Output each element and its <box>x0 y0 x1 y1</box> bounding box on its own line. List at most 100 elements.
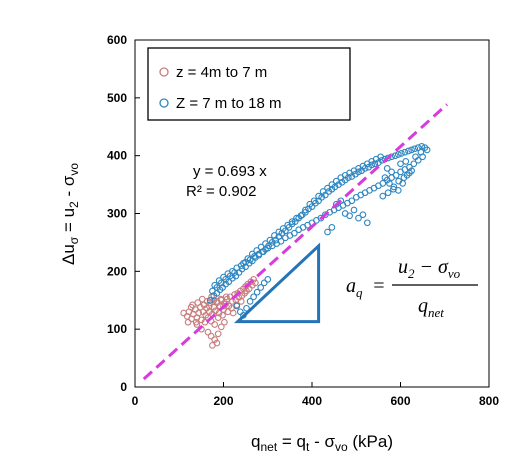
point-z-7-18 <box>321 211 329 219</box>
x-tick-label: 800 <box>479 394 499 408</box>
point-z-4-7 <box>221 318 228 326</box>
x-tick-label: 200 <box>213 394 233 408</box>
slope-triangle <box>233 242 321 324</box>
point-z-7-18 <box>243 304 250 312</box>
x-tick-label: 0 <box>132 394 139 408</box>
point-z-7-18 <box>306 200 314 208</box>
y-tick-label: 400 <box>107 149 127 163</box>
point-z-4-7 <box>213 299 221 306</box>
point-z-7-18 <box>400 174 408 181</box>
point-z-7-18 <box>397 160 404 168</box>
formula-den: q <box>418 295 428 317</box>
formula-aq: aq = u2 − σvo qnet <box>346 256 478 320</box>
point-z-7-18 <box>411 145 419 153</box>
point-z-7-18 <box>260 279 268 287</box>
point-z-7-18 <box>288 218 296 225</box>
svg-text:u2 − σvo: u2 − σvo <box>398 256 461 281</box>
point-z-7-18 <box>275 228 283 236</box>
point-z-7-18 <box>359 211 367 219</box>
point-z-7-18 <box>401 148 409 156</box>
legend-label-z-7-18: Z = 7 m to 18 m <box>176 95 281 112</box>
y-tick-label: 600 <box>107 33 127 47</box>
point-z-4-7 <box>229 309 237 317</box>
point-z-7-18 <box>406 169 413 177</box>
point-z-7-18 <box>377 153 384 161</box>
point-z-7-18 <box>279 225 287 232</box>
point-z-7-18 <box>257 243 265 251</box>
data-marks <box>142 103 449 381</box>
formula-num: u <box>398 256 408 278</box>
x-tick-label: 600 <box>390 394 410 408</box>
point-z-4-7 <box>203 298 211 305</box>
point-z-7-18 <box>384 154 392 162</box>
point-z-7-18 <box>297 212 305 220</box>
legend-marker-z-4-7 <box>159 67 169 77</box>
point-z-7-18 <box>233 302 241 310</box>
point-z-7-18 <box>246 298 254 305</box>
point-z-7-18 <box>240 259 247 267</box>
legend-label-z-4-7: z = 4m to 7 m <box>176 64 267 81</box>
y-axis-title: Δuσ = u2 - σvo <box>59 163 81 265</box>
point-z-7-18 <box>405 147 412 155</box>
point-z-7-18 <box>394 151 402 158</box>
x-axis-title: qnet = qt - σvo (kPa) <box>251 432 393 454</box>
point-z-7-18 <box>253 247 261 254</box>
point-z-7-18 <box>391 152 399 160</box>
x-tick-label: 400 <box>302 394 322 408</box>
point-z-7-18 <box>397 168 404 176</box>
point-z-7-18 <box>226 272 234 280</box>
point-z-4-7 <box>217 295 225 303</box>
point-z-7-18 <box>346 212 353 220</box>
point-z-4-7 <box>184 318 192 326</box>
point-z-7-18 <box>332 200 340 208</box>
point-z-4-7 <box>210 303 218 311</box>
point-z-7-18 <box>284 221 292 229</box>
y-tick-label: 0 <box>120 380 127 394</box>
y-tick-label: 500 <box>107 91 127 105</box>
point-z-7-18 <box>368 161 376 169</box>
point-z-7-18 <box>244 255 252 262</box>
y-tick-label: 200 <box>107 264 127 278</box>
point-z-7-18 <box>388 168 395 176</box>
point-z-7-18 <box>209 287 216 295</box>
point-z-7-18 <box>381 174 389 181</box>
point-z-4-7 <box>252 279 259 287</box>
point-z-7-18 <box>231 269 238 276</box>
point-z-7-18 <box>213 284 221 291</box>
point-z-4-7 <box>211 321 219 328</box>
point-z-7-18 <box>262 240 269 247</box>
point-z-7-18 <box>383 165 391 172</box>
point-z-7-18 <box>324 228 331 236</box>
point-z-7-18 <box>350 206 358 214</box>
point-z-7-18 <box>423 146 431 154</box>
point-z-7-18 <box>295 226 303 234</box>
point-z-7-18 <box>282 234 289 242</box>
point-z-7-18 <box>379 192 387 200</box>
point-z-7-18 <box>302 206 309 214</box>
point-z-4-7 <box>209 342 216 349</box>
point-z-7-18 <box>271 232 278 239</box>
point-z-7-18 <box>253 288 261 296</box>
point-z-7-18 <box>217 279 225 287</box>
svg-text:aq: aq <box>346 275 363 300</box>
point-z-4-7 <box>187 303 195 311</box>
formula-lhs-sub: q <box>356 285 363 300</box>
point-z-7-18 <box>328 224 336 231</box>
point-z-7-18 <box>337 197 345 205</box>
point-z-7-18 <box>386 180 393 187</box>
trendline <box>142 103 449 381</box>
legend-marker-z-7-18 <box>159 98 169 108</box>
point-z-7-18 <box>355 214 362 222</box>
point-z-7-18 <box>412 153 419 161</box>
formula-num-sub: 2 <box>408 266 415 281</box>
point-z-7-18 <box>363 219 371 227</box>
point-z-7-18 <box>250 293 257 301</box>
point-z-7-18 <box>332 177 340 185</box>
point-z-4-7 <box>195 309 203 317</box>
point-z-7-18 <box>222 276 230 283</box>
trend-equation: y = 0.693 x <box>193 163 267 180</box>
point-z-7-18 <box>410 160 418 168</box>
point-z-4-7 <box>250 276 257 283</box>
formula-num-minus: − σ <box>415 256 449 278</box>
